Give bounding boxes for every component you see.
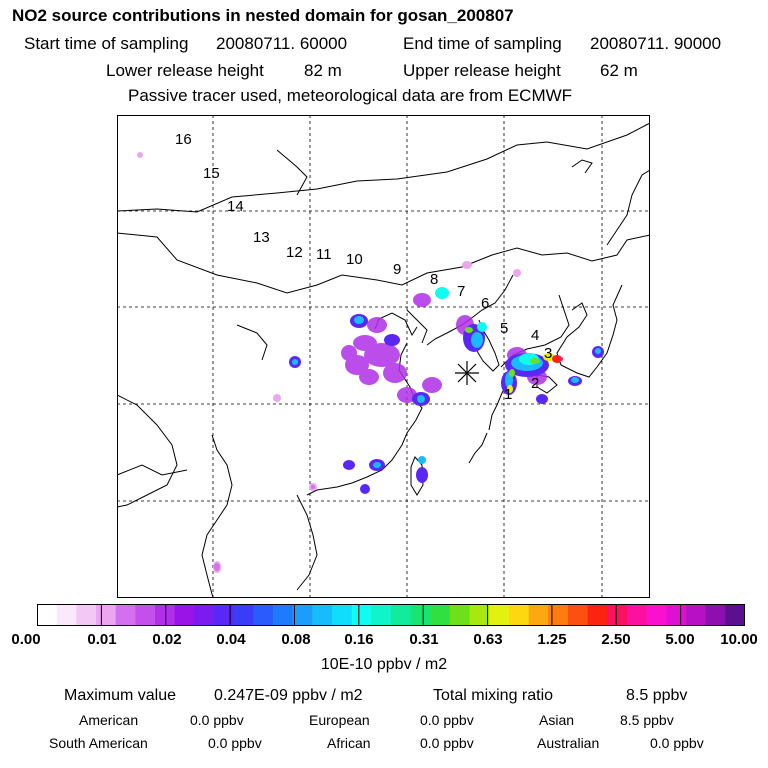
color-scale-swatch <box>292 604 313 626</box>
scale-tick-label: 0.63 <box>473 631 503 648</box>
color-scale-swatch <box>646 604 667 626</box>
region-value: 8.5 ppbv <box>620 712 674 728</box>
trajectory-label: 10 <box>346 251 363 268</box>
trajectory-label: 8 <box>430 271 438 288</box>
color-scale-swatch <box>469 604 490 626</box>
color-scale-swatch <box>509 604 530 626</box>
scale-tick-label: 2.50 <box>601 631 631 648</box>
color-scale-swatch <box>568 604 589 626</box>
color-scale-swatch <box>666 604 687 626</box>
scale-tick-label: 0.16 <box>344 631 374 648</box>
color-scale-swatch <box>607 604 628 626</box>
region-value: 0.0 ppbv <box>208 735 262 751</box>
color-scale-swatch <box>627 604 648 626</box>
trajectory-label: 3 <box>544 345 552 362</box>
trajectory-label: 4 <box>531 327 539 344</box>
trajectory-label: 12 <box>286 244 303 261</box>
region-value: 0.0 ppbv <box>420 712 474 728</box>
color-scale-swatch <box>371 604 392 626</box>
color-scale-swatch <box>725 604 746 626</box>
region-name: South American <box>49 735 148 751</box>
scale-tick-label: 0.00 <box>11 631 41 648</box>
max-value-label: Maximum value <box>64 687 177 704</box>
color-scale-swatch <box>410 604 431 626</box>
lower-height-value: 82 m <box>304 61 342 80</box>
region-name: African <box>327 735 371 751</box>
region-name: European <box>309 712 370 728</box>
color-scale-border <box>37 604 745 626</box>
scale-unit-label: 10E-10 ppbv / m2 <box>320 656 448 673</box>
color-scale-swatch <box>351 604 372 626</box>
region-value: 0.0 ppbv <box>190 712 244 728</box>
scale-tick-label: 0.31 <box>409 631 439 648</box>
color-scale-swatch <box>155 604 176 626</box>
trajectory-label: 2 <box>531 375 539 392</box>
color-scale-swatch <box>391 604 412 626</box>
scale-tick-label: 0.08 <box>281 631 311 648</box>
region-name: Australian <box>537 735 600 751</box>
color-scale-swatch <box>489 604 510 626</box>
end-time-value: 20080711. 90000 <box>590 34 722 53</box>
trajectory-label: 16 <box>175 131 192 148</box>
color-scale-swatch <box>115 604 136 626</box>
graticule <box>117 115 650 598</box>
color-scale-swatch <box>587 604 608 626</box>
trajectory-label: 11 <box>316 246 332 263</box>
color-scale-swatch <box>686 604 707 626</box>
color-scale-swatch <box>450 604 471 626</box>
scale-tick-label: 0.04 <box>216 631 246 648</box>
color-scale-bar <box>37 604 746 626</box>
color-scale-swatch <box>528 604 549 626</box>
lower-height-label: Lower release height <box>106 61 264 80</box>
color-scale-swatch <box>96 604 117 626</box>
color-scale-swatch <box>135 604 156 626</box>
region-value: 0.0 ppbv <box>420 735 474 751</box>
color-scale-swatch <box>76 604 97 626</box>
coastlines <box>117 122 650 598</box>
color-scale-swatch <box>332 604 353 626</box>
start-time-value: 20080711. 60000 <box>216 34 348 53</box>
trajectory-label: 5 <box>500 320 508 337</box>
trajectory-labels: 16 15 14 13 12 11 10 9 8 7 6 5 4 3 2 1 <box>175 131 552 403</box>
upper-height-label: Upper release height <box>403 61 561 80</box>
color-scale-swatch <box>548 604 569 626</box>
tracer-note: Passive tracer used, meteorological data… <box>128 86 573 105</box>
trajectory-label: 6 <box>481 295 489 312</box>
color-scale-swatch <box>430 604 451 626</box>
upper-height-value: 62 m <box>600 61 638 80</box>
map-title: NO2 source contributions in nested domai… <box>12 6 514 25</box>
region-name: Asian <box>539 712 575 728</box>
max-value: 0.247E-09 ppbv / m2 <box>214 687 363 704</box>
color-scale-swatch <box>214 604 235 626</box>
color-scale-swatch <box>174 604 195 626</box>
scale-tick-label: 10.00 <box>720 631 758 648</box>
color-scale-swatch <box>37 604 58 626</box>
source-contribution-map: 16 15 14 13 12 11 10 9 8 7 6 5 4 3 2 1 <box>117 115 650 598</box>
region-name: American <box>79 712 139 728</box>
end-time-label: End time of sampling <box>403 34 562 53</box>
scale-tick-label: 5.00 <box>665 631 695 648</box>
trajectory-label: 1 <box>504 386 512 403</box>
scale-tick-label: 0.01 <box>87 631 117 648</box>
trajectory-label: 14 <box>227 198 244 215</box>
color-scale-swatch <box>273 604 294 626</box>
scale-tick-label: 1.25 <box>537 631 567 648</box>
scale-tick-label: 0.02 <box>152 631 182 648</box>
color-scale-swatch <box>233 604 254 626</box>
color-scale-swatch <box>253 604 274 626</box>
color-scale-swatch <box>312 604 333 626</box>
trajectory-label: 15 <box>203 165 220 182</box>
color-scale-swatch <box>194 604 215 626</box>
trajectory-label: 7 <box>457 283 465 300</box>
start-time-label: Start time of sampling <box>24 34 189 53</box>
color-scale-swatch <box>56 604 77 626</box>
contribution-blobs <box>137 152 604 573</box>
color-scale-swatch <box>705 604 726 626</box>
asterisk-icon <box>455 361 479 385</box>
trajectory-label: 9 <box>393 261 401 278</box>
total-mixing-label: Total mixing ratio <box>433 687 554 704</box>
trajectory-label: 13 <box>253 229 270 246</box>
region-value: 0.0 ppbv <box>650 735 704 751</box>
total-mixing-value: 8.5 ppbv <box>626 687 688 704</box>
